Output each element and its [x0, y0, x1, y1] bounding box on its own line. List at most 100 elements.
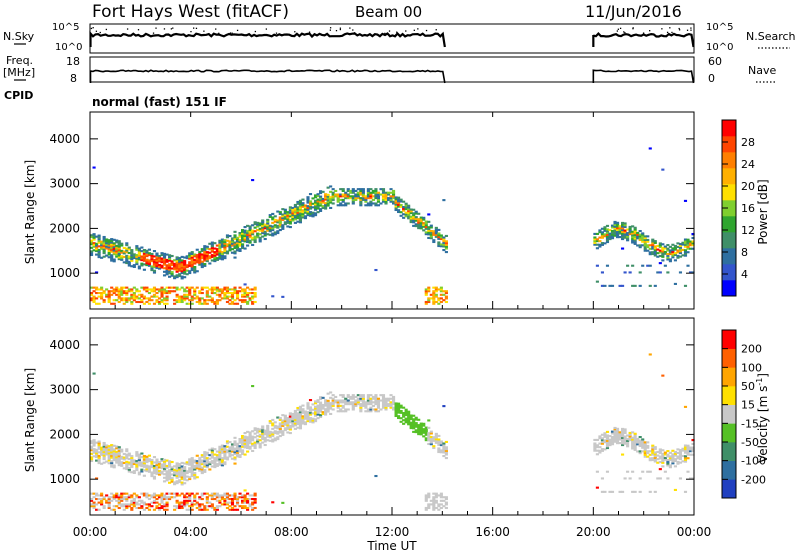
velocity-cell — [374, 394, 378, 397]
velocity-cell — [442, 496, 446, 499]
velocity-cell — [351, 397, 355, 400]
velocity-cell — [95, 455, 99, 459]
velocity-cell — [258, 446, 262, 449]
power-cell — [220, 243, 224, 247]
power-cell — [248, 297, 252, 300]
power-cell — [135, 255, 139, 258]
power-cell — [341, 198, 345, 201]
velocity-cell — [276, 430, 280, 433]
velocity-cell — [422, 428, 426, 431]
velocity-cell — [399, 417, 403, 420]
velocity-cell — [266, 433, 270, 436]
velocity-cell — [329, 412, 333, 416]
power-cell — [188, 252, 192, 255]
velocity-cell — [107, 505, 111, 508]
power-cell — [213, 291, 217, 295]
velocity-cell — [241, 452, 245, 456]
velocity-cell — [439, 496, 443, 499]
power-cell — [248, 234, 252, 237]
velocity-cell — [97, 440, 101, 443]
power-cell — [384, 200, 388, 203]
power-cell — [359, 197, 363, 200]
velocity-cell — [215, 506, 219, 510]
power-cell — [349, 191, 353, 194]
velocity-cell — [676, 455, 680, 458]
power-cell — [160, 286, 164, 289]
velocity-cell — [402, 412, 406, 415]
power-cell — [298, 210, 302, 213]
velocity-cell — [381, 406, 386, 409]
power-cell — [324, 205, 328, 208]
velocity-cell — [251, 435, 255, 438]
power-cell — [92, 234, 96, 238]
velocity-cell — [610, 432, 615, 435]
velocity-cell — [115, 492, 119, 495]
power-cell — [409, 215, 413, 218]
velocity-cell — [152, 501, 157, 504]
velocity-cell — [651, 457, 655, 460]
velocity-cell — [210, 505, 214, 508]
velocity-cell — [200, 455, 204, 458]
freq-panel — [89, 56, 695, 83]
velocity-cell — [155, 467, 159, 470]
velocity-cell — [145, 496, 149, 499]
power-cell — [243, 300, 247, 304]
power-cell — [268, 228, 272, 231]
velocity-cell — [110, 449, 114, 452]
power-cell — [218, 239, 222, 242]
power-cell — [142, 297, 146, 300]
velocity-cell — [439, 442, 443, 445]
power-cell — [246, 291, 250, 295]
velocity-cell — [631, 440, 635, 443]
power-cell — [376, 198, 381, 201]
power-cell — [225, 290, 230, 293]
velocity-cell — [688, 453, 693, 456]
power-cell — [661, 243, 665, 246]
velocity-cell — [651, 448, 655, 451]
power-cell — [444, 234, 448, 237]
power-cell — [344, 195, 348, 198]
velocity-cell — [414, 429, 418, 432]
power-cell — [326, 199, 330, 202]
power-cell — [193, 288, 197, 291]
power-cell — [120, 288, 124, 291]
power-cell — [162, 254, 167, 257]
power-cell — [243, 288, 247, 291]
power-cell — [225, 239, 230, 242]
power-cell — [293, 203, 297, 207]
power-cell — [223, 248, 227, 251]
power-cell — [311, 206, 315, 209]
velocity-cell — [162, 462, 167, 465]
power-cell — [173, 268, 177, 271]
velocity-cell — [663, 453, 667, 456]
power-cell — [374, 189, 378, 192]
power-cell — [376, 200, 381, 203]
velocity-cell — [384, 404, 388, 407]
velocity-cell — [233, 449, 237, 452]
power-cell — [386, 193, 391, 196]
power-cell — [173, 277, 177, 280]
power-cell — [598, 229, 602, 232]
velocity-cell — [422, 429, 426, 433]
power-cell — [610, 235, 615, 238]
power-cell — [648, 244, 652, 247]
velocity-cell — [671, 460, 675, 463]
velocity-cell — [145, 461, 149, 464]
power-cell — [610, 231, 615, 234]
velocity-cell — [205, 466, 209, 469]
power-cell — [653, 247, 657, 250]
velocity-cell — [444, 440, 448, 443]
velocity-cell — [165, 464, 169, 468]
power-cell — [208, 248, 212, 251]
velocity-cell — [341, 394, 345, 397]
nsearch-point — [137, 29, 140, 31]
velocity-cell — [593, 438, 597, 441]
power-cell — [220, 291, 224, 295]
power-cell — [215, 300, 219, 304]
velocity-cell — [178, 503, 182, 506]
velocity-cell — [188, 470, 192, 473]
velocity-cell — [92, 496, 96, 499]
velocity-cell — [145, 459, 149, 462]
power-cell — [688, 244, 693, 247]
velocity-cell — [311, 417, 315, 420]
